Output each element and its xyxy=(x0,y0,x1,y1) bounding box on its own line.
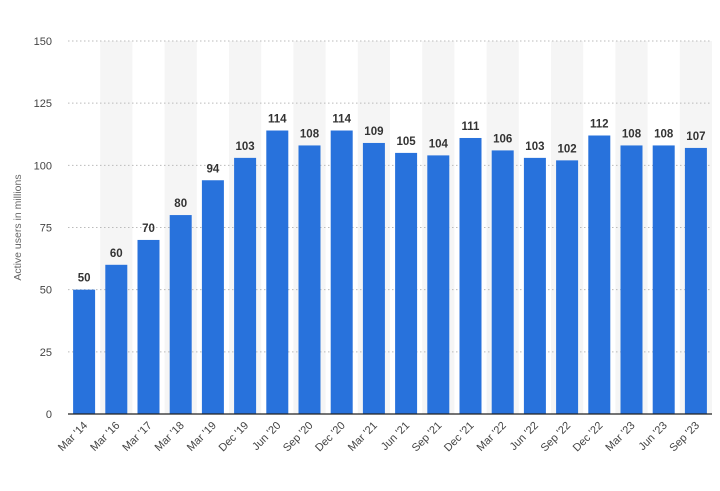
data-label: 94 xyxy=(207,163,220,175)
y-tick-label: 75 xyxy=(40,223,52,235)
x-tick-label: Jun '22 xyxy=(508,420,541,453)
data-label: 114 xyxy=(268,114,287,126)
x-tick-label: Jun '20 xyxy=(250,420,283,453)
y-tick-label: 100 xyxy=(34,160,52,172)
data-label: 111 xyxy=(462,121,481,133)
x-tick-label: Dec '22 xyxy=(571,420,606,455)
bar[interactable] xyxy=(523,157,546,414)
bar[interactable] xyxy=(105,264,128,414)
data-label: 70 xyxy=(142,223,155,235)
bar[interactable] xyxy=(234,157,257,414)
data-label: 60 xyxy=(110,248,123,260)
data-label: 102 xyxy=(558,143,577,155)
bar[interactable] xyxy=(556,160,579,414)
bar[interactable] xyxy=(201,180,224,414)
data-label: 112 xyxy=(590,118,609,130)
x-tick-label: Jun '21 xyxy=(379,420,412,453)
bar[interactable] xyxy=(137,239,160,414)
bar[interactable] xyxy=(459,137,482,415)
bar[interactable] xyxy=(652,145,675,414)
data-label: 106 xyxy=(493,133,512,145)
x-tick-label: Sep '23 xyxy=(667,420,702,455)
data-label: 108 xyxy=(300,128,320,140)
bar[interactable] xyxy=(491,150,514,414)
data-label: 114 xyxy=(332,114,351,126)
y-tick-label: 125 xyxy=(34,98,52,110)
data-label: 80 xyxy=(174,198,187,210)
bar[interactable] xyxy=(169,215,192,414)
bar[interactable] xyxy=(266,130,289,414)
bar[interactable] xyxy=(330,130,353,414)
data-label: 104 xyxy=(429,138,449,150)
x-tick-label: Jun '23 xyxy=(636,420,669,453)
y-axis-ticks: 0 25 50 75 100 125 150 xyxy=(34,36,52,421)
y-tick-label: 25 xyxy=(40,347,52,359)
x-tick-label: Sep '22 xyxy=(539,420,574,455)
x-tick-label: Sep '20 xyxy=(281,420,316,455)
y-axis-title: Active users in millions xyxy=(12,174,24,280)
x-tick-label: Mar '22 xyxy=(475,420,509,454)
x-tick-label: Dec '19 xyxy=(217,420,252,455)
x-tick-label: Mar '16 xyxy=(88,420,122,454)
bar[interactable] xyxy=(362,142,385,414)
data-label: 107 xyxy=(686,131,705,143)
data-label: 105 xyxy=(397,136,417,148)
bar[interactable] xyxy=(427,155,450,415)
data-label: 50 xyxy=(78,273,91,285)
x-tick-label: Mar '21 xyxy=(346,420,380,454)
bars xyxy=(73,130,707,415)
x-tick-label: Sep '21 xyxy=(410,420,445,455)
x-tick-label: Mar '18 xyxy=(153,420,187,454)
bar[interactable] xyxy=(395,152,418,414)
data-label: 108 xyxy=(654,128,674,140)
data-label: 103 xyxy=(236,141,255,153)
x-tick-label: Mar '14 xyxy=(56,420,90,454)
bar[interactable] xyxy=(298,145,321,414)
data-label: 103 xyxy=(525,141,544,153)
y-tick-label: 150 xyxy=(34,36,52,48)
bar[interactable] xyxy=(684,147,707,414)
x-tick-label: Dec '20 xyxy=(313,420,348,455)
data-labels: 50 60 70 80 94 103 114 108 114 109 105 104 111 106 103… xyxy=(78,114,706,285)
data-label: 109 xyxy=(364,126,383,138)
x-tick-label: Dec '21 xyxy=(442,420,477,455)
y-tick-label: 50 xyxy=(40,285,52,297)
x-tick-label: Mar '23 xyxy=(603,420,637,454)
x-tick-label: Mar '19 xyxy=(185,420,219,454)
bar[interactable] xyxy=(73,289,96,414)
bar[interactable] xyxy=(588,135,611,414)
x-tick-label: Mar '17 xyxy=(120,420,154,454)
data-label: 108 xyxy=(622,128,642,140)
y-tick-label: 0 xyxy=(46,409,52,421)
bar[interactable] xyxy=(620,145,643,414)
